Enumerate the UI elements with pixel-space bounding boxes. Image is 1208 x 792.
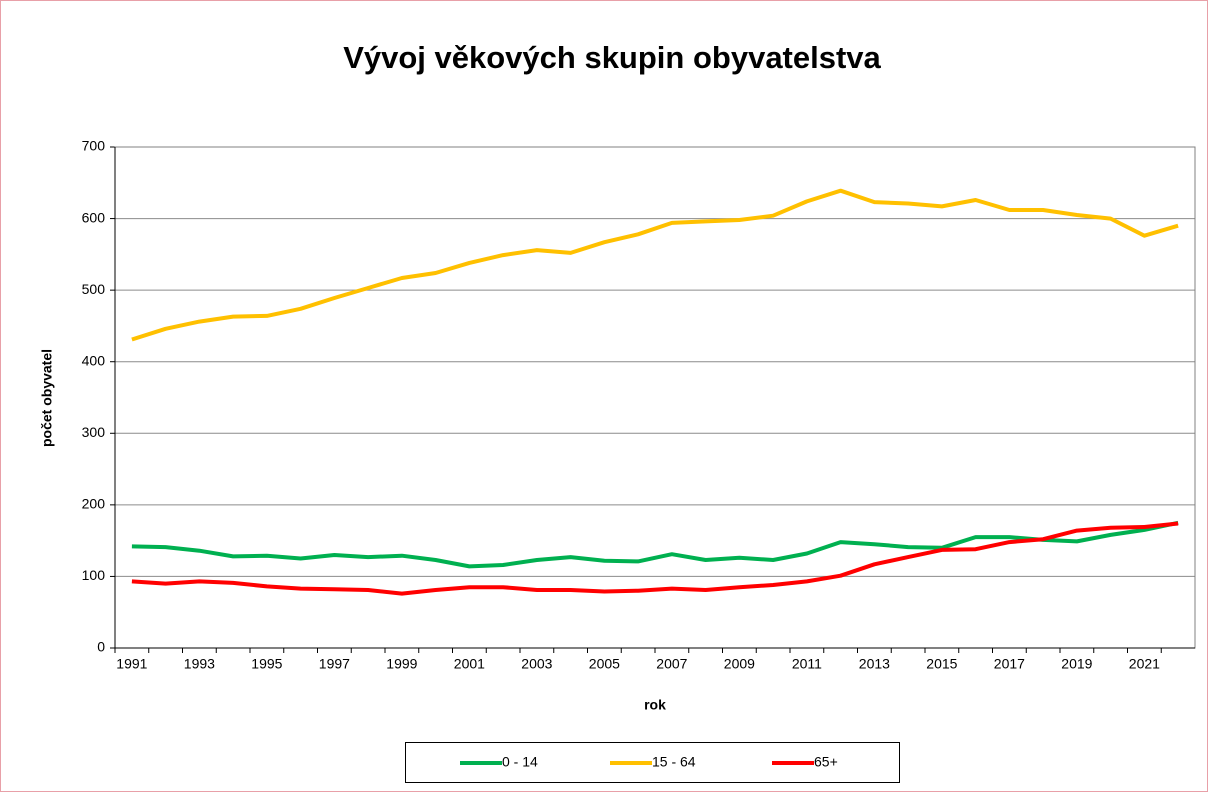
- x-tick-label: 2005: [589, 656, 620, 672]
- x-axis-title: rok: [644, 697, 666, 713]
- x-tick-label: 2011: [792, 656, 822, 672]
- x-tick-label: 2007: [656, 656, 687, 672]
- x-tick-label: 2015: [926, 656, 957, 672]
- y-tick-label: 400: [82, 352, 106, 368]
- x-tick-label: 1991: [116, 656, 147, 672]
- legend-label: 0 - 14: [502, 754, 538, 770]
- x-tick-label: 1999: [386, 656, 417, 672]
- chart-title: Vývoj věkových skupin obyvatelstva: [343, 40, 881, 75]
- y-tick-label: 600: [82, 209, 106, 225]
- series-line: [131, 188, 1179, 342]
- x-tick-label: 2003: [521, 656, 552, 672]
- y-axis-title: počet obyvatel: [39, 349, 55, 447]
- y-tick-label: 500: [82, 281, 106, 297]
- y-tick-label: 300: [82, 424, 106, 440]
- x-tick-label: 2013: [859, 656, 890, 672]
- legend-label: 65+: [814, 754, 838, 770]
- y-tick-label: 100: [82, 567, 106, 583]
- y-tick-label: 200: [82, 496, 106, 512]
- x-tick-label: 2009: [724, 656, 755, 672]
- series-line: [131, 521, 1179, 596]
- y-tick-label: 700: [82, 138, 106, 154]
- x-tick-label: 2021: [1129, 656, 1160, 672]
- legend-label: 15 - 64: [652, 754, 696, 770]
- x-tick-label: 1993: [184, 656, 215, 672]
- x-tick-label: 2001: [454, 656, 485, 672]
- y-tick-label: 0: [97, 639, 105, 655]
- x-tick-label: 2019: [1061, 656, 1092, 672]
- series-line: [131, 520, 1179, 569]
- x-tick-label: 2017: [994, 656, 1025, 672]
- x-tick-label: 1997: [319, 656, 350, 672]
- x-tick-label: 1995: [251, 656, 282, 672]
